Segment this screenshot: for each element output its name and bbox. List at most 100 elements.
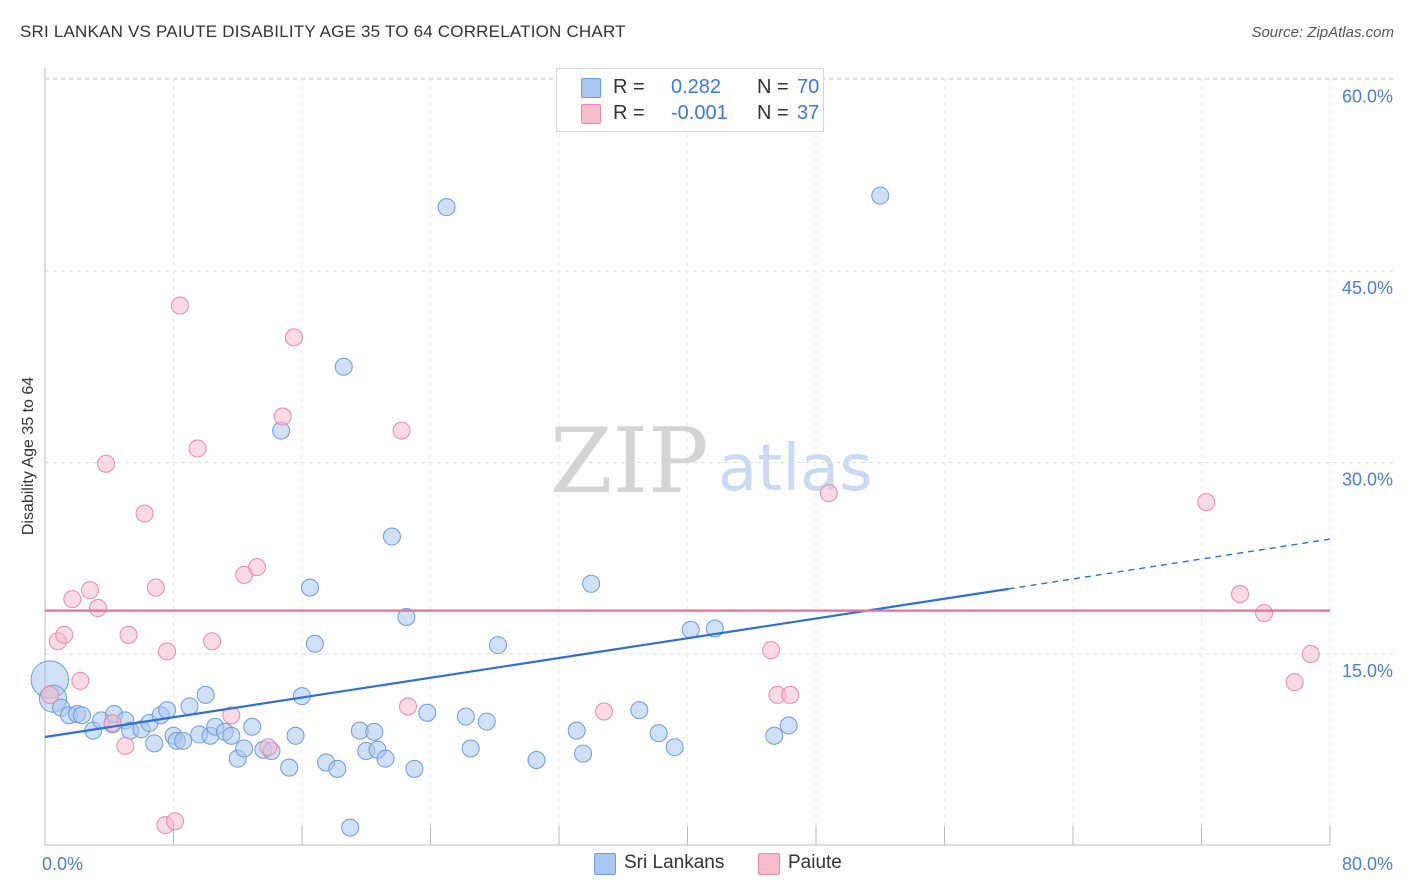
sri-lankan-point	[286, 726, 305, 745]
sri-lankan-point	[418, 703, 437, 722]
sri-lankan-point	[334, 357, 353, 376]
sri-lankan-trend-extension	[1008, 538, 1331, 590]
sri-lankan-point	[630, 701, 649, 720]
paiute-point	[103, 713, 122, 732]
sri-lankan-point	[488, 636, 507, 655]
paiute-point	[188, 439, 207, 458]
sri-lankan-point	[765, 726, 784, 745]
y-tick-label: 15.0%	[1342, 661, 1393, 681]
paiute-point	[116, 736, 135, 755]
pink-swatch-icon	[581, 104, 601, 124]
sri-lankan-point	[180, 697, 199, 716]
sri-lankan-point	[301, 578, 320, 597]
paiute-point	[166, 812, 185, 831]
pink-swatch-icon	[758, 853, 780, 875]
y-tick-label: 45.0%	[1342, 278, 1393, 298]
sri-lankan-point	[174, 731, 193, 750]
series-legend: Sri Lankans Paiute	[0, 852, 1406, 878]
sri-lankan-point	[196, 685, 215, 704]
axes	[44, 68, 1331, 846]
sri-lankan-point	[243, 717, 262, 736]
sri-lankan-point	[341, 818, 360, 837]
x-tick-label: 80.0%	[1342, 854, 1393, 874]
sri-lankan-point	[461, 739, 480, 758]
paiute-point	[119, 625, 138, 644]
watermark: ZIP atlas	[550, 409, 873, 514]
paiute-point	[259, 738, 278, 757]
legend-item-label: Paiute	[788, 852, 842, 873]
y-tick-label: 30.0%	[1342, 470, 1393, 490]
paiute-point	[40, 685, 59, 704]
paiute-point	[273, 407, 292, 426]
paiute-point	[222, 706, 241, 725]
sri-lankan-point	[437, 198, 456, 217]
legend-r-label: R =	[613, 102, 645, 124]
paiute-point	[135, 504, 154, 523]
sri-lankan-point	[222, 726, 241, 745]
sri-lankan-point	[365, 722, 384, 741]
paiute-point	[1197, 493, 1216, 512]
sri-lankan-point	[376, 749, 395, 768]
source-label: Source: ZipAtlas.com	[1251, 24, 1394, 41]
legend-n-label: N =	[757, 76, 789, 98]
watermark-zip: ZIP	[550, 409, 709, 514]
sri-lankan-point	[72, 706, 91, 725]
y-tick-label: 60.0%	[1342, 87, 1393, 107]
blue-swatch-icon	[594, 853, 616, 875]
correlation-legend: R = 0.282 N = 70 R = -0.001 N = 37	[556, 68, 824, 132]
legend-item-label: Sri Lankans	[624, 852, 725, 873]
paiute-point	[158, 642, 177, 661]
sri-lankan-point	[871, 186, 890, 205]
paiute-point	[170, 296, 189, 315]
paiute-point	[284, 328, 303, 347]
blue-swatch-icon	[581, 78, 601, 98]
paiute-point	[819, 484, 838, 503]
sri-lankan-point	[681, 620, 700, 639]
legend-r-label: R =	[613, 76, 645, 98]
trend-lines	[44, 538, 1331, 739]
sri-lankan-point	[477, 712, 496, 731]
sri-lankan-point	[574, 744, 593, 763]
paiute-point	[71, 671, 90, 690]
sri-lankan-point	[665, 738, 684, 757]
sri-lankan-point	[235, 739, 254, 758]
sri-lankan-point	[527, 750, 546, 769]
paiute-point	[781, 685, 800, 704]
watermark-atlas: atlas	[718, 432, 873, 506]
tick-labels: 15.0% 30.0% 45.0% 60.0% 0.0% 80.0%	[42, 87, 1393, 875]
paiute-point	[203, 632, 222, 651]
legend-r-value: -0.001	[671, 102, 728, 124]
sri-lankan-point	[145, 734, 164, 753]
sri-lankan-point	[649, 724, 668, 743]
sri-lankan-point	[567, 721, 586, 740]
legend-n-value: 70	[797, 76, 820, 98]
paiute-point	[1301, 645, 1320, 663]
sri-lankan-point	[280, 758, 299, 777]
sri-lankan-point	[779, 716, 798, 735]
sri-lankan-point	[582, 574, 601, 593]
sri-lankan-point	[328, 759, 347, 778]
data-points	[30, 186, 1320, 837]
paiute-point	[399, 697, 418, 716]
paiute-point	[89, 599, 108, 618]
paiute-point	[248, 558, 267, 577]
sri-lankan-point	[305, 634, 324, 653]
legend-n-label: N =	[757, 102, 789, 124]
x-tick-label: 0.0%	[42, 854, 83, 874]
legend-n-value: 37	[797, 102, 820, 124]
paiute-point	[55, 625, 74, 644]
paiute-point	[762, 641, 781, 660]
y-axis-label: Disability Age 35 to 64	[20, 377, 37, 535]
chart-title: SRI LANKAN VS PAIUTE DISABILITY AGE 35 T…	[20, 22, 626, 41]
paiute-point	[594, 702, 613, 721]
paiute-point	[1231, 584, 1250, 603]
sri-lankan-point	[158, 701, 177, 720]
paiute-point	[146, 578, 165, 597]
sri-lankan-point	[397, 607, 416, 626]
sri-lankan-point	[405, 759, 424, 778]
paiute-point	[97, 454, 116, 473]
legend-r-value: 0.282	[671, 76, 722, 98]
paiute-point	[80, 581, 99, 600]
paiute-point	[392, 421, 411, 440]
